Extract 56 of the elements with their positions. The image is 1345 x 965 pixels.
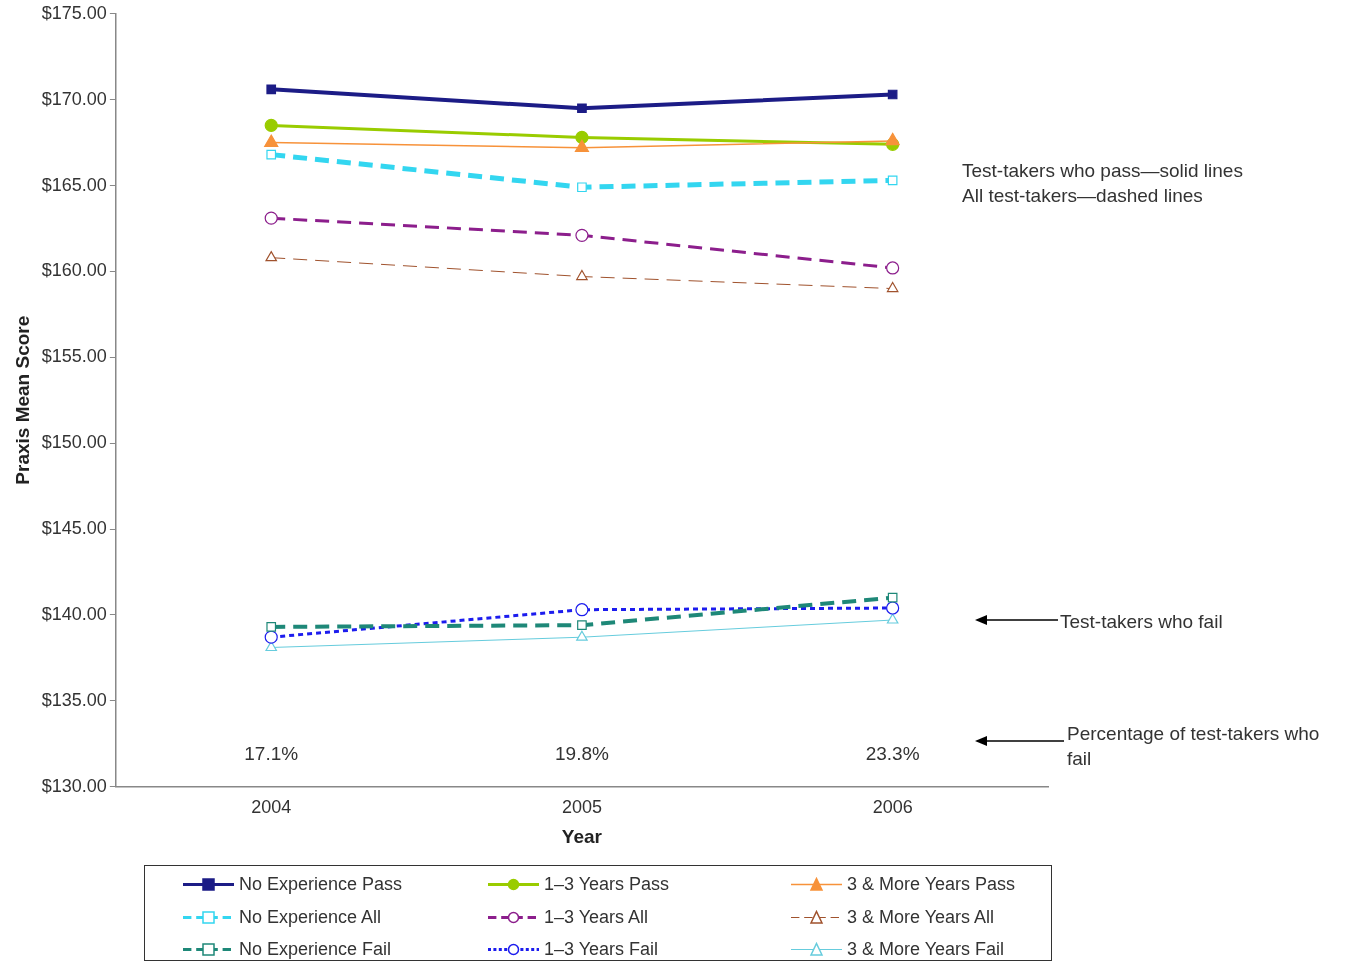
point <box>575 130 589 145</box>
y-tick-label: $140.00 <box>41 603 107 624</box>
legend-label: 1–3 Years Pass <box>544 873 670 895</box>
legend-label: 1–3 Years Fail <box>544 938 659 960</box>
point <box>264 118 278 133</box>
point <box>574 139 590 153</box>
y-tick-label: $155.00 <box>41 346 107 367</box>
legend-label: No Experience Fail <box>239 938 392 960</box>
annotation: Test-takers who pass—solid lines <box>962 160 1243 182</box>
y-axis-title: Praxis Mean Score <box>11 315 33 485</box>
legend-label: 1–3 Years All <box>544 906 649 928</box>
point <box>266 84 277 95</box>
point <box>265 251 278 262</box>
legend-label: 3 & More Years All <box>847 906 995 928</box>
y-tick-label: $170.00 <box>41 88 107 109</box>
y-tick-label: $135.00 <box>41 689 107 710</box>
point <box>576 630 588 641</box>
text: Test-takers who fail <box>1060 611 1223 633</box>
y-tick-label: $165.00 <box>41 174 107 195</box>
point <box>577 620 587 631</box>
y-tick-label: $150.00 <box>41 432 107 453</box>
y-tick-label: $160.00 <box>41 260 107 281</box>
point <box>576 269 588 281</box>
point <box>887 175 898 186</box>
annotation: 17.1% <box>244 742 299 764</box>
point <box>885 132 900 146</box>
point <box>264 134 279 147</box>
y-tick-label: $145.00 <box>41 517 107 538</box>
legend-label: 3 & More Years Fail <box>847 938 1005 960</box>
point <box>886 613 899 624</box>
point <box>577 103 587 114</box>
point <box>887 89 898 100</box>
x-tick-label: 2006 <box>872 797 913 818</box>
point <box>886 281 899 293</box>
point <box>577 182 587 193</box>
y-tick-label: $175.00 <box>41 2 107 23</box>
point <box>575 228 589 242</box>
x-axis-title: Year <box>561 825 603 847</box>
point <box>886 601 900 615</box>
annotation: 23.3% <box>865 742 920 764</box>
annotation: 19.8% <box>555 742 609 764</box>
y-tick-label: $130.00 <box>41 775 107 796</box>
x-tick-label: 2004 <box>251 797 292 818</box>
point <box>887 592 898 603</box>
point <box>264 211 278 225</box>
point <box>264 630 278 644</box>
point <box>886 261 900 275</box>
text: Percentage of test-takers who fail <box>1067 723 1320 770</box>
legend-label: 3 & More Years Pass <box>847 873 1016 895</box>
x-tick-label: 2005 <box>561 797 602 818</box>
point <box>266 149 277 160</box>
point <box>575 603 589 617</box>
legend-label: No Experience Pass <box>239 873 403 895</box>
annotation: All test-takers—dashed lines <box>962 185 1203 207</box>
point <box>266 622 277 632</box>
legend-label: No Experience All <box>239 906 382 928</box>
